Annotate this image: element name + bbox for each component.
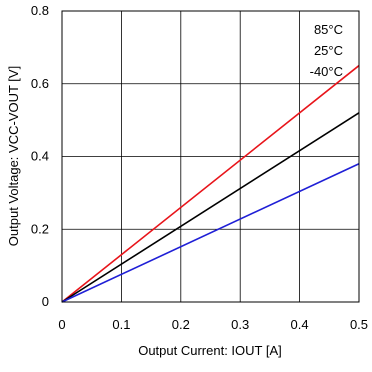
legend-entry: 85°C [314,22,343,37]
series-line [62,113,359,302]
y-tick-label: 0.4 [31,149,49,164]
series-lines [62,66,359,302]
y-axis-label: Output Voltage: VCC-VOUT [V] [6,66,21,246]
x-tick-label: 0.3 [231,317,249,332]
x-tick-labels: 0 0.1 0.2 0.3 0.4 0.5 [58,317,368,332]
x-tick-label: 0 [58,317,65,332]
y-tick-label: 0 [42,294,49,309]
y-tick-labels: 0 0.2 0.4 0.6 0.8 [31,3,49,309]
legend-entry: -40°C [310,64,343,79]
legend-entry: 25°C [314,43,343,58]
x-tick-label: 0.1 [112,317,130,332]
x-tick-label: 0.4 [291,317,309,332]
legend: 85°C 25°C -40°C [310,22,343,79]
x-axis-label: Output Current: IOUT [A] [138,343,282,358]
x-tick-label: 0.5 [350,317,368,332]
x-tick-label: 0.2 [172,317,190,332]
y-tick-label: 0.8 [31,3,49,18]
y-tick-label: 0.2 [31,221,49,236]
y-tick-label: 0.6 [31,76,49,91]
